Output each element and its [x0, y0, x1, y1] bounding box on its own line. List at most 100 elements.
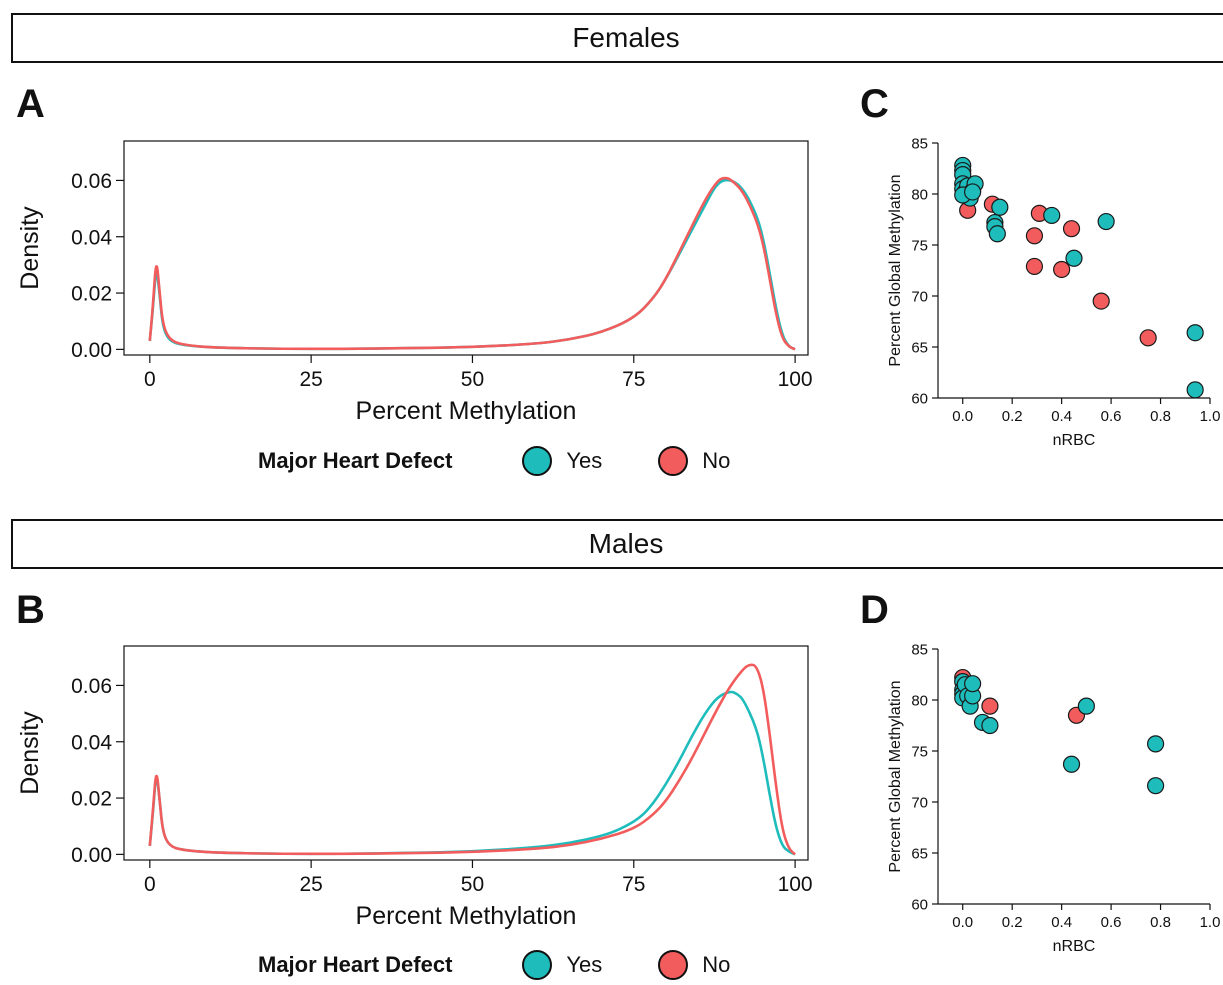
chart-b-x-label: Percent Methylation — [356, 902, 577, 930]
chart-c-point-no — [1092, 292, 1110, 310]
legend-entry-no: No — [658, 950, 730, 980]
chart-c-point-no — [1025, 257, 1044, 276]
chart-c-point-no — [1053, 260, 1071, 279]
chart-b-x-tick-label: 0 — [144, 873, 156, 896]
chart-c-y-tick-label: 85 — [911, 135, 928, 152]
chart-d-y-tick-label: 65 — [911, 845, 928, 862]
legend-title: Major Heart Defect — [258, 448, 453, 473]
chart-d-point-yes — [964, 675, 982, 693]
chart-d-y-tick-label: 80 — [911, 692, 928, 709]
chart-c-y-tick-label: 60 — [911, 390, 928, 407]
chart-a-x-tick-label: 25 — [299, 368, 322, 391]
chart-b-y-tick-label: 0.06 — [71, 675, 112, 698]
chart-d-point-yes — [1146, 735, 1165, 753]
chart-b-series-no-line — [148, 663, 796, 856]
legend-yes-label: Yes — [566, 448, 603, 473]
chart-b-x-tick-label: 75 — [622, 873, 645, 896]
chart-a-x-tick-label: 0 — [144, 368, 156, 391]
chart-d-point-no — [981, 697, 999, 715]
chart-b-series-yes-line — [148, 690, 796, 856]
panel-label-d: D — [860, 588, 889, 632]
chart-d-x-tick-label: 0.0 — [952, 914, 973, 931]
chart-d-point-yes — [1062, 755, 1081, 773]
chart-b-x-tick-label: 25 — [299, 873, 322, 896]
chart-a-x-tick-label: 100 — [778, 368, 813, 391]
chart-c-y-tick-label: 75 — [911, 237, 928, 254]
chart-c-y-tick-label: 80 — [911, 186, 928, 203]
chart-c-x-tick-label: 0.2 — [1002, 408, 1023, 425]
chart-c-y-tick-label: 65 — [911, 339, 928, 356]
legend-females: Major Heart Defect Yes No — [258, 441, 786, 481]
chart-d-y-tick-label: 85 — [911, 641, 928, 658]
chart-d-point-yes — [981, 716, 999, 735]
legend-entry-yes: Yes — [522, 446, 602, 476]
panel-label-a: A — [16, 82, 45, 126]
chart-d-x-tick-label: 1.0 — [1200, 914, 1221, 931]
legend-no-swatch — [658, 950, 689, 980]
chart-c-x-tick-label: 0.6 — [1101, 408, 1122, 425]
chart-a-y-tick-label: 0.00 — [71, 339, 112, 362]
chart-c-x-tick-label: 0.0 — [952, 408, 973, 425]
chart-a-y-tick-label: 0.06 — [71, 170, 112, 193]
chart-d-point-yes — [1146, 777, 1165, 795]
chart-a-series-yes-line — [148, 178, 796, 351]
chart-d-y-tick-label: 70 — [911, 794, 928, 811]
legend-title: Major Heart Defect — [258, 952, 453, 977]
chart-c-x-tick-label: 0.8 — [1150, 408, 1171, 425]
chart-c-point-yes — [1043, 206, 1061, 225]
chart-d-x-tick-label: 0.8 — [1150, 914, 1171, 931]
chart-a-x-tick-label: 50 — [461, 368, 484, 391]
legend-yes-swatch — [522, 950, 553, 980]
chart-a-series-no-line — [148, 176, 796, 351]
legend-males: Major Heart Defect Yes No — [258, 945, 786, 985]
chart-b-y-tick-label: 0.04 — [71, 731, 112, 754]
chart-c-point-yes — [964, 183, 982, 201]
chart-d-point-yes — [1077, 697, 1095, 715]
chart-b-x-tick-label: 50 — [461, 873, 484, 896]
chart-a-y-tick-label: 0.04 — [71, 226, 112, 249]
legend-no-label: No — [702, 448, 731, 473]
chart-c-point-yes — [1186, 324, 1204, 342]
chart-d-x-tick-label: 0.4 — [1051, 914, 1072, 931]
chart-c-y-label: Percent Global Methylation — [887, 174, 904, 366]
chart-c-point-no — [1139, 329, 1157, 347]
chart-c-point-yes — [991, 198, 1009, 216]
chart-a-y-tick-label: 0.02 — [71, 283, 112, 306]
females-strip-label: Females — [572, 22, 680, 53]
chart-d-y-tick-label: 60 — [911, 896, 928, 913]
chart-b-frame — [123, 645, 809, 861]
males-strip-label: Males — [588, 528, 664, 559]
chart-a-x-tick-label: 75 — [622, 368, 645, 391]
chart-d-x-tick-label: 0.6 — [1101, 914, 1122, 931]
chart-c-point-yes — [988, 225, 1006, 243]
chart-d-y-tick-label: 75 — [911, 743, 928, 760]
females-strip: Females — [11, 13, 1223, 63]
legend-yes-label: Yes — [566, 952, 603, 977]
chart-a-y-label: Density — [16, 206, 44, 290]
panel-label-c: C — [860, 82, 889, 126]
chart-b-y-label: Density — [16, 711, 44, 795]
legend-yes-swatch — [522, 446, 553, 476]
chart-b-y-tick-label: 0.00 — [71, 844, 112, 867]
legend-no-label: No — [702, 952, 731, 977]
chart-c-point-no — [1025, 227, 1044, 245]
chart-c-point-no — [1062, 220, 1081, 238]
chart-d-x-tick-label: 0.2 — [1002, 914, 1023, 931]
chart-b-x-tick-label: 100 — [778, 873, 813, 896]
chart-c-point-yes — [1097, 212, 1115, 231]
chart-c-x-tick-label: 1.0 — [1200, 408, 1221, 425]
chart-d-y-label: Percent Global Methylation — [887, 680, 904, 872]
legend-entry-no: No — [658, 446, 730, 476]
legend-no-swatch — [658, 446, 689, 476]
legend-entry-yes: Yes — [522, 950, 602, 980]
chart-b-y-tick-label: 0.02 — [71, 788, 112, 811]
chart-c-point-yes — [1186, 381, 1204, 399]
chart-d-x-label: nRBC — [1053, 938, 1096, 955]
chart-a-x-label: Percent Methylation — [356, 397, 577, 425]
chart-c-y-tick-label: 70 — [911, 288, 928, 305]
chart-c-point-yes — [1065, 249, 1083, 267]
chart-c-x-label: nRBC — [1053, 432, 1096, 449]
panel-label-b: B — [16, 588, 45, 632]
males-strip: Males — [11, 519, 1223, 569]
